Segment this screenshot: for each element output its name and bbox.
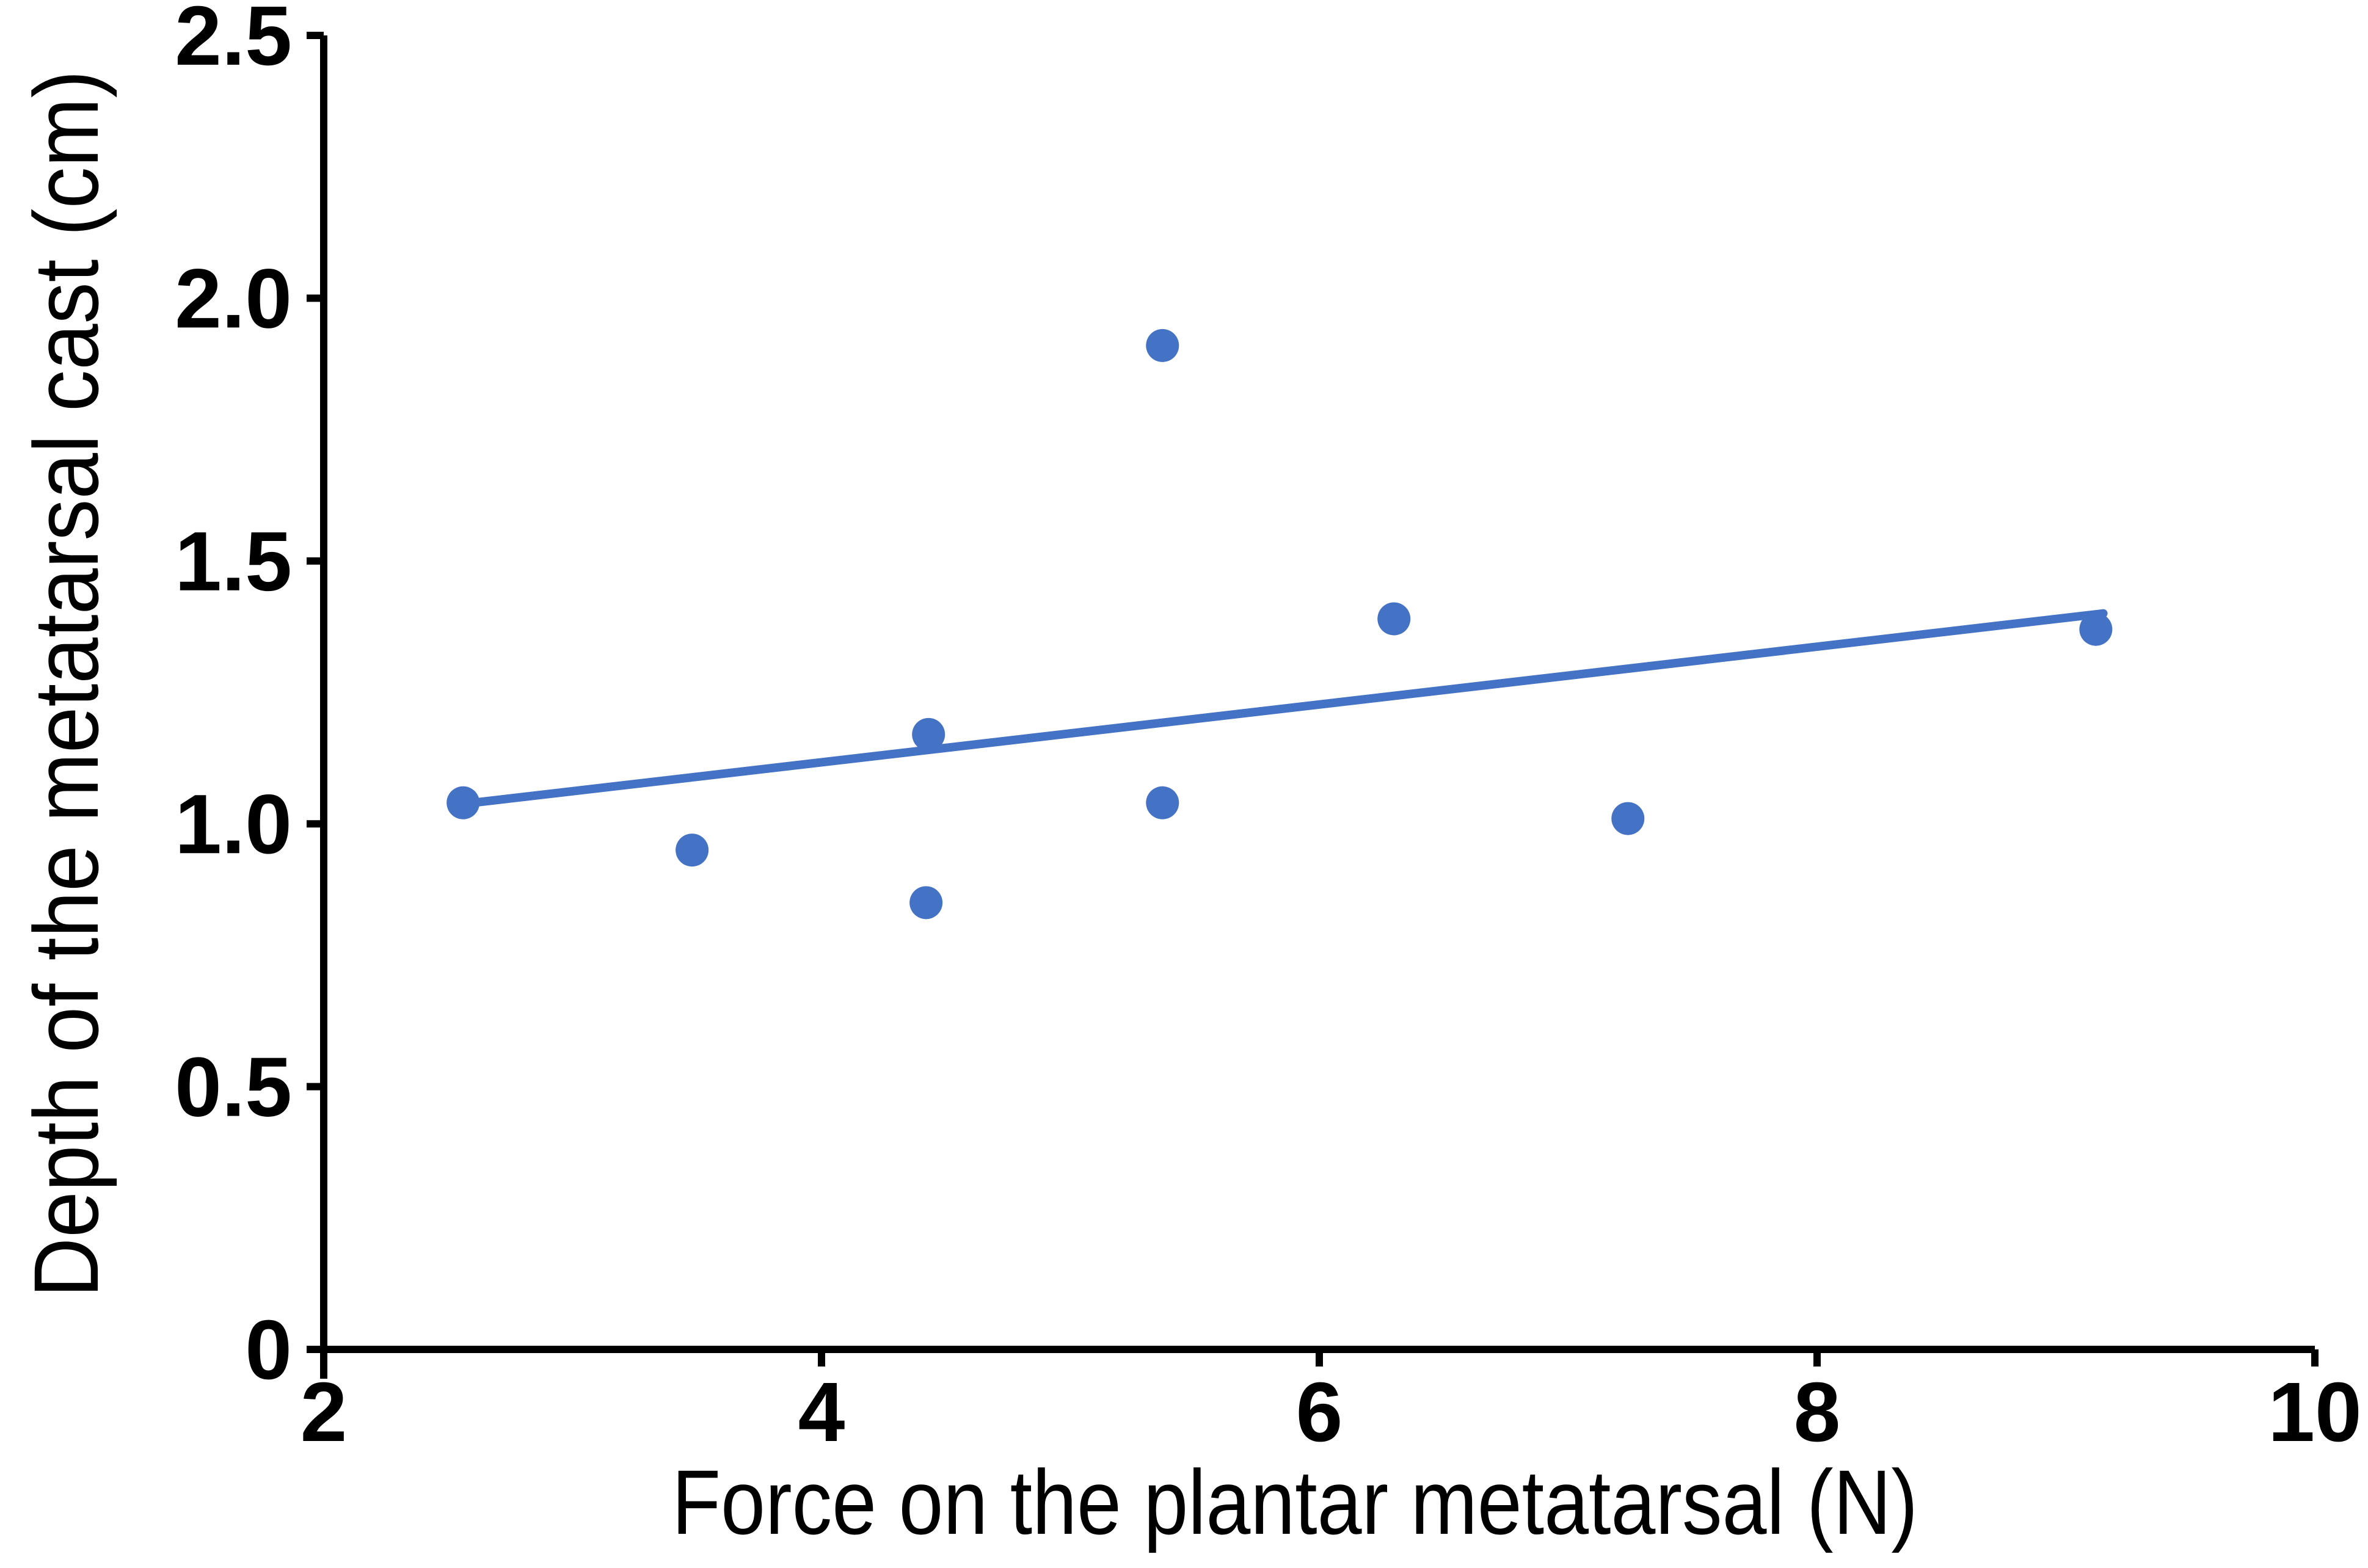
y-axis-title: Depth of the metatarsal cast (cm) — [15, 70, 117, 1298]
y-tick-label: 2.5 — [175, 0, 292, 83]
x-tick-label: 6 — [1296, 1365, 1343, 1459]
x-axis-title: Force on the plantar metatarsal (N) — [672, 1451, 1918, 1553]
y-tick-label: 1.5 — [175, 515, 292, 609]
data-point — [676, 833, 709, 867]
x-tick-label: 10 — [2268, 1365, 2362, 1459]
data-point — [1611, 802, 1645, 835]
y-tick-label: 0.5 — [175, 1040, 292, 1134]
x-tick-label: 4 — [798, 1365, 845, 1459]
y-tick-label: 0 — [245, 1303, 292, 1397]
data-point — [909, 886, 943, 920]
y-tick-label: 2.0 — [175, 252, 292, 346]
y-tick-label: 1.0 — [175, 777, 292, 871]
data-point — [912, 717, 945, 751]
data-point — [1377, 602, 1411, 636]
data-point — [1146, 786, 1179, 819]
trend-line — [459, 609, 2108, 808]
data-point — [446, 786, 480, 819]
data-point — [1146, 328, 1179, 362]
data-point — [2079, 612, 2113, 646]
x-tick-label: 2 — [301, 1365, 348, 1459]
x-tick-label: 8 — [1794, 1365, 1841, 1459]
